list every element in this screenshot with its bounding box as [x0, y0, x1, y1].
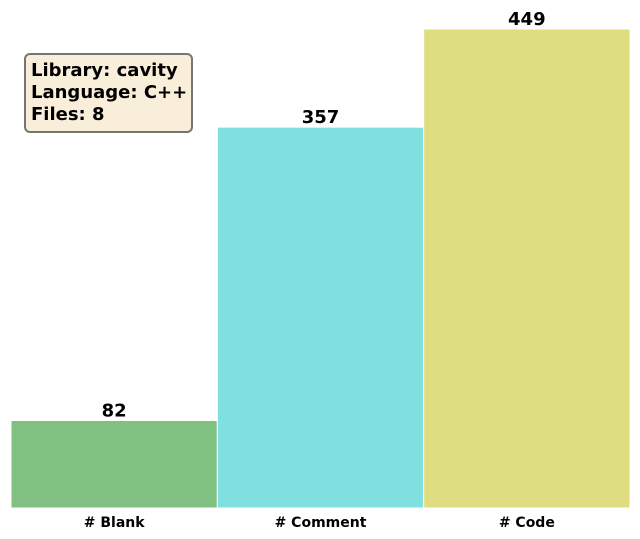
- value-labels-group: 82 357 449: [102, 9, 546, 422]
- category-labels-group: # Blank # Comment # Code: [84, 515, 555, 531]
- bar-code: [423, 28, 631, 509]
- category-label-code: # Code: [499, 515, 555, 531]
- language-line: Language: C++: [31, 82, 188, 103]
- library-info-box: Library: cavity Language: C++ Files: 8: [24, 53, 194, 133]
- value-label-blank: 82: [102, 401, 127, 422]
- bar-comment: [216, 126, 425, 509]
- value-label-comment: 357: [302, 107, 340, 128]
- bars-group: [10, 28, 631, 509]
- files-line: Files: 8: [31, 104, 105, 125]
- value-label-code: 449: [508, 9, 546, 30]
- bar-blank: [10, 420, 218, 509]
- category-label-comment: # Comment: [275, 515, 367, 531]
- category-label-blank: # Blank: [84, 515, 145, 531]
- library-line: Library: cavity: [31, 60, 178, 81]
